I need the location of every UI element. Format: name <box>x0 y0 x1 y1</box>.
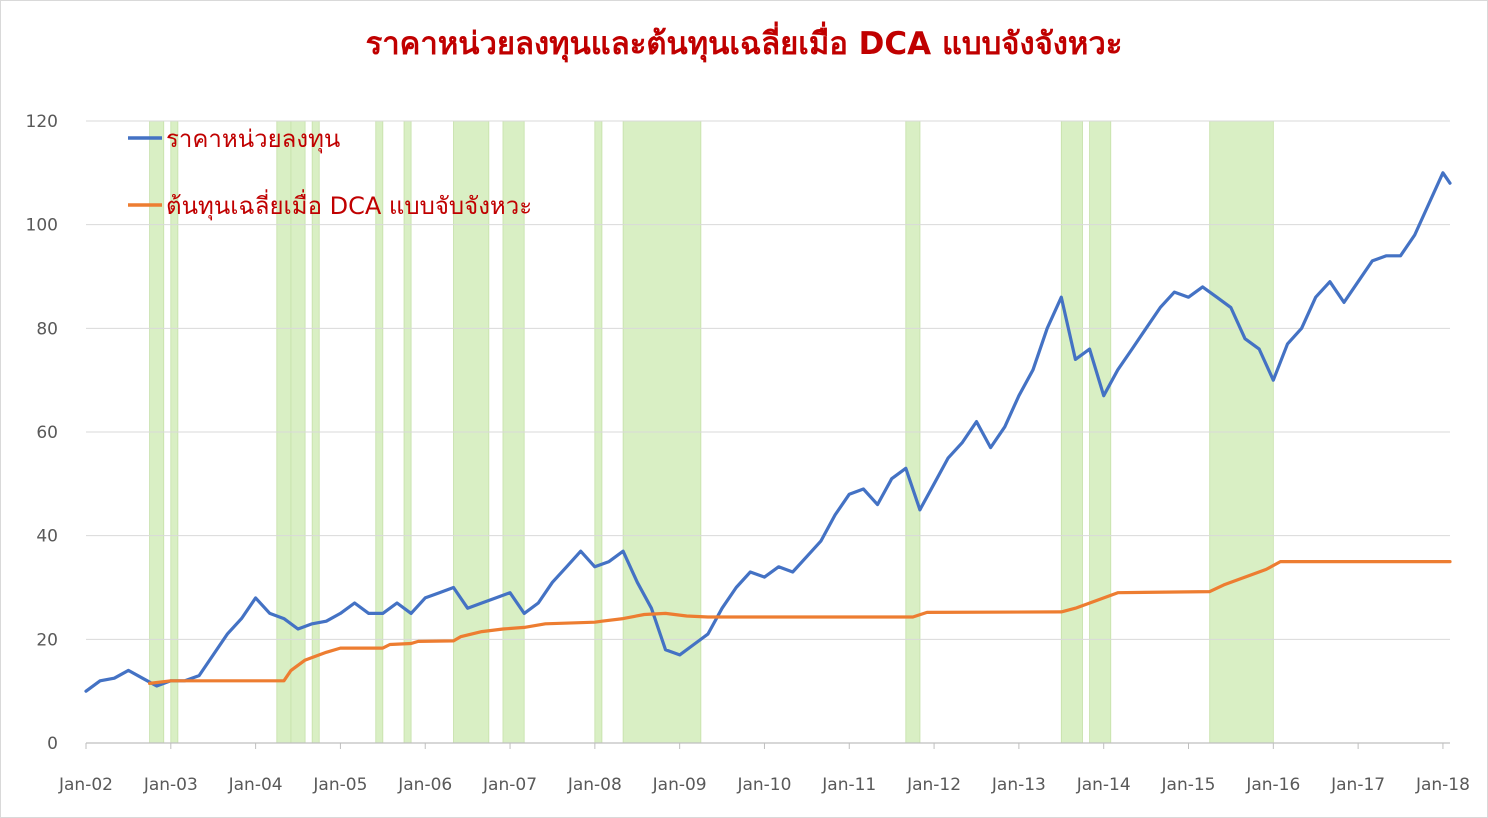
x-tick-label-13: Jan-15 <box>1161 775 1216 795</box>
chart-title: ราคาหน่วยลงทุนและต้นทุนเฉลี่ยเมื่อ DCA แ… <box>365 26 1123 62</box>
x-tick-label-16: Jan-18 <box>1415 775 1470 795</box>
x-tick-label-14: Jan-16 <box>1245 775 1300 795</box>
x-tick-label-0: Jan-02 <box>58 775 113 795</box>
x-tick-label-11: Jan-13 <box>991 775 1046 795</box>
series-lines <box>84 171 1452 693</box>
x-axis: Jan-02 Jan-03 Jan-04 Jan-05 Jan-06 Jan-07 Jan-… <box>58 742 1470 795</box>
grid-lines <box>86 120 1450 640</box>
y-tick-label-100: 100 <box>26 216 58 236</box>
x-tick-label-2: Jan-04 <box>228 775 283 795</box>
x-tick-label-10: Jan-12 <box>906 775 961 795</box>
x-tick-label-4: Jan-06 <box>397 775 452 795</box>
x-tick-label-5: Jan-07 <box>482 775 537 795</box>
x-tick-label-6: Jan-08 <box>567 775 622 795</box>
y-tick-label-20: 20 <box>36 630 58 650</box>
x-tick-label-9: Jan-11 <box>821 775 876 795</box>
series-line-1 <box>148 560 1452 685</box>
x-tick-label-3: Jan-05 <box>312 775 367 795</box>
y-tick-label-60: 60 <box>36 423 58 443</box>
y-tick-label-80: 80 <box>36 319 58 339</box>
y-tick-label-0: 0 <box>47 734 58 754</box>
legend-label-0: ราคาหน่วยลงทุน <box>166 125 340 154</box>
y-axis: 0 20 40 60 80 100 120 <box>26 112 58 754</box>
y-tick-label-120: 120 <box>26 112 58 132</box>
x-tick-label-12: Jan-14 <box>1076 775 1131 795</box>
legend-label-1: ต้นทุนเฉลี่ยเมื่อ DCA แบบจับจังหวะ <box>166 189 532 221</box>
x-tick-label-8: Jan-10 <box>736 775 791 795</box>
x-tick-label-15: Jan-17 <box>1330 775 1385 795</box>
y-tick-label-40: 40 <box>36 527 58 547</box>
legend: ราคาหน่วยลงทุนต้นทุนเฉลี่ยเมื่อ DCA แบบจ… <box>128 125 532 221</box>
x-tick-label-7: Jan-09 <box>652 775 707 795</box>
x-tick-label-1: Jan-03 <box>143 775 198 795</box>
series-line-0 <box>84 171 1452 693</box>
